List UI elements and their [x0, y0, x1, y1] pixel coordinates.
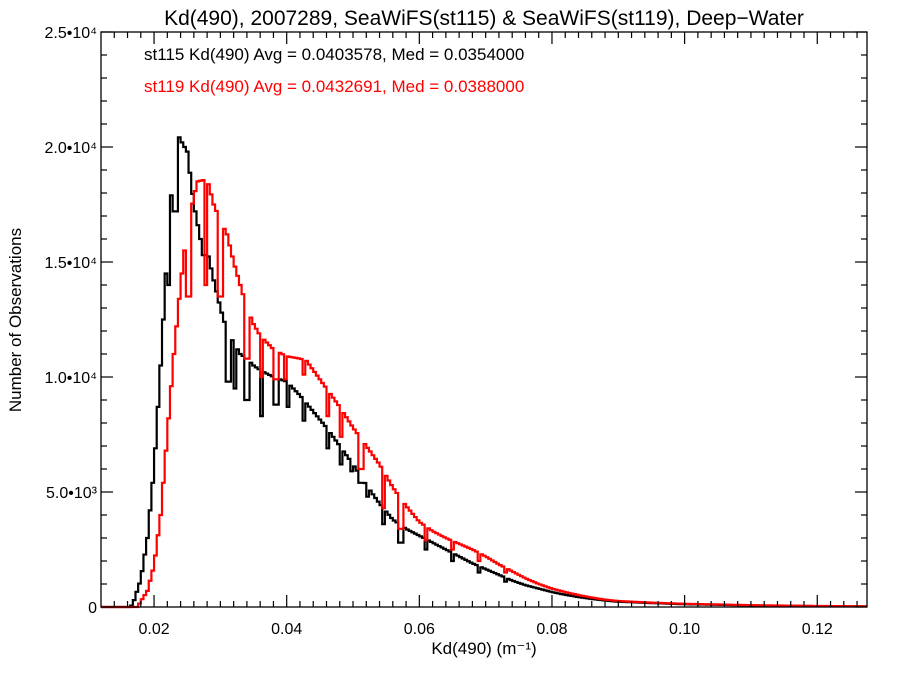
plot-area: 0.02 0.04 0.06 0.08 0.10 0.12 0 5.0•10³ 1.0•10⁴ 1… — [44, 25, 868, 638]
series-line-st119 — [101, 179, 867, 609]
y-tick-label: 1.5•10⁴ — [44, 255, 97, 272]
plot-frame — [100, 31, 868, 608]
x-tick-label: 0.06 — [404, 621, 435, 638]
chart-title: Kd(490), 2007289, SeaWiFS(st115) & SeaWi… — [164, 7, 804, 30]
x-tick-label: 0.02 — [138, 621, 169, 638]
legend-st115: st115 Kd(490) Avg = 0.0403578, Med = 0.0… — [144, 45, 524, 64]
y-tick-label: 5.0•10³ — [46, 485, 98, 502]
y-tick-label: 2.0•10⁴ — [44, 140, 97, 157]
y-tick-label: 1.0•10⁴ — [44, 370, 97, 387]
x-axis-title: Kd(490) (m⁻¹) — [431, 639, 536, 658]
x-tick-label: 0.12 — [802, 621, 833, 638]
legend-st119: st119 Kd(490) Avg = 0.0432691, Med = 0.0… — [144, 77, 524, 96]
x-tick-label: 0.08 — [536, 621, 567, 638]
x-tick-label: 0.10 — [669, 621, 700, 638]
y-tick-label: 0 — [88, 600, 97, 617]
x-tick-label: 0.04 — [271, 621, 302, 638]
y-axis-title: Number of Observations — [6, 228, 25, 412]
y-tick-label: 2.5•10⁴ — [44, 25, 97, 42]
